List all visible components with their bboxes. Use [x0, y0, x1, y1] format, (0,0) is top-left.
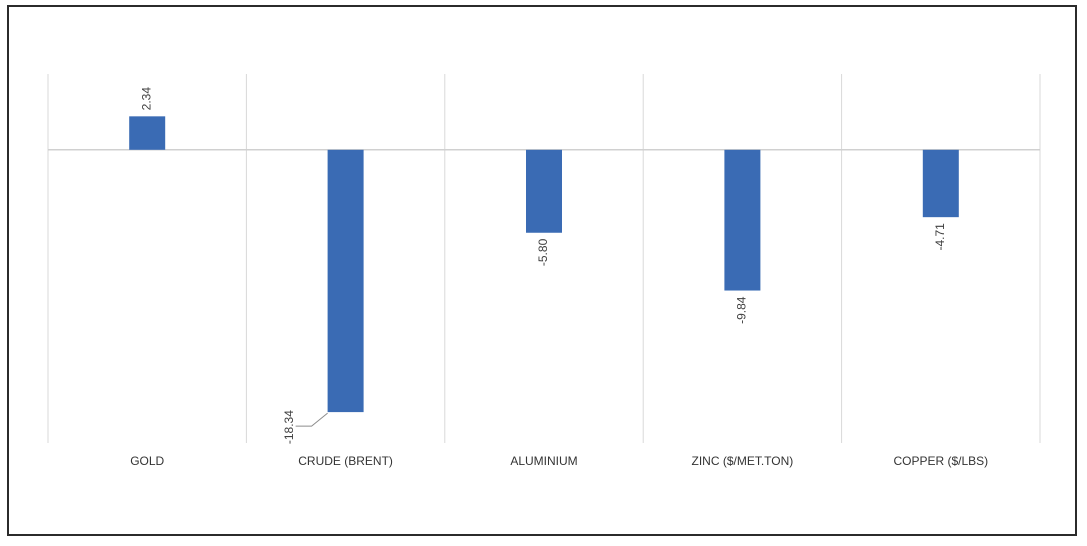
bar	[327, 149, 364, 413]
bar	[526, 149, 562, 233]
tick-label: ALUMINIUM	[510, 454, 577, 468]
tick-label: CRUDE (BRENT)	[298, 454, 393, 468]
data-label: -4.71	[933, 223, 947, 251]
data-labels: 2.34 -18.34 -5.80 -9.84 -4.71	[139, 87, 947, 444]
bar	[724, 149, 761, 291]
leader-line	[295, 412, 328, 427]
data-label: -9.84	[735, 296, 749, 324]
bars	[129, 116, 959, 413]
data-label: 2.34	[139, 87, 153, 111]
bar	[922, 149, 959, 218]
tick-label: COPPER ($/LBS)	[893, 454, 988, 468]
grid-lines	[47, 74, 1041, 443]
data-label: -5.80	[536, 238, 550, 266]
category-tick-labels: GOLD CRUDE (BRENT) ALUMINIUM ZINC ($/MET.TO…	[130, 454, 988, 468]
chart-frame	[7, 5, 1077, 536]
tick-label: ZINC ($/MET.TON)	[692, 454, 794, 468]
bar	[129, 116, 166, 150]
data-label: -18.34	[282, 410, 296, 444]
tick-label: GOLD	[130, 454, 164, 468]
